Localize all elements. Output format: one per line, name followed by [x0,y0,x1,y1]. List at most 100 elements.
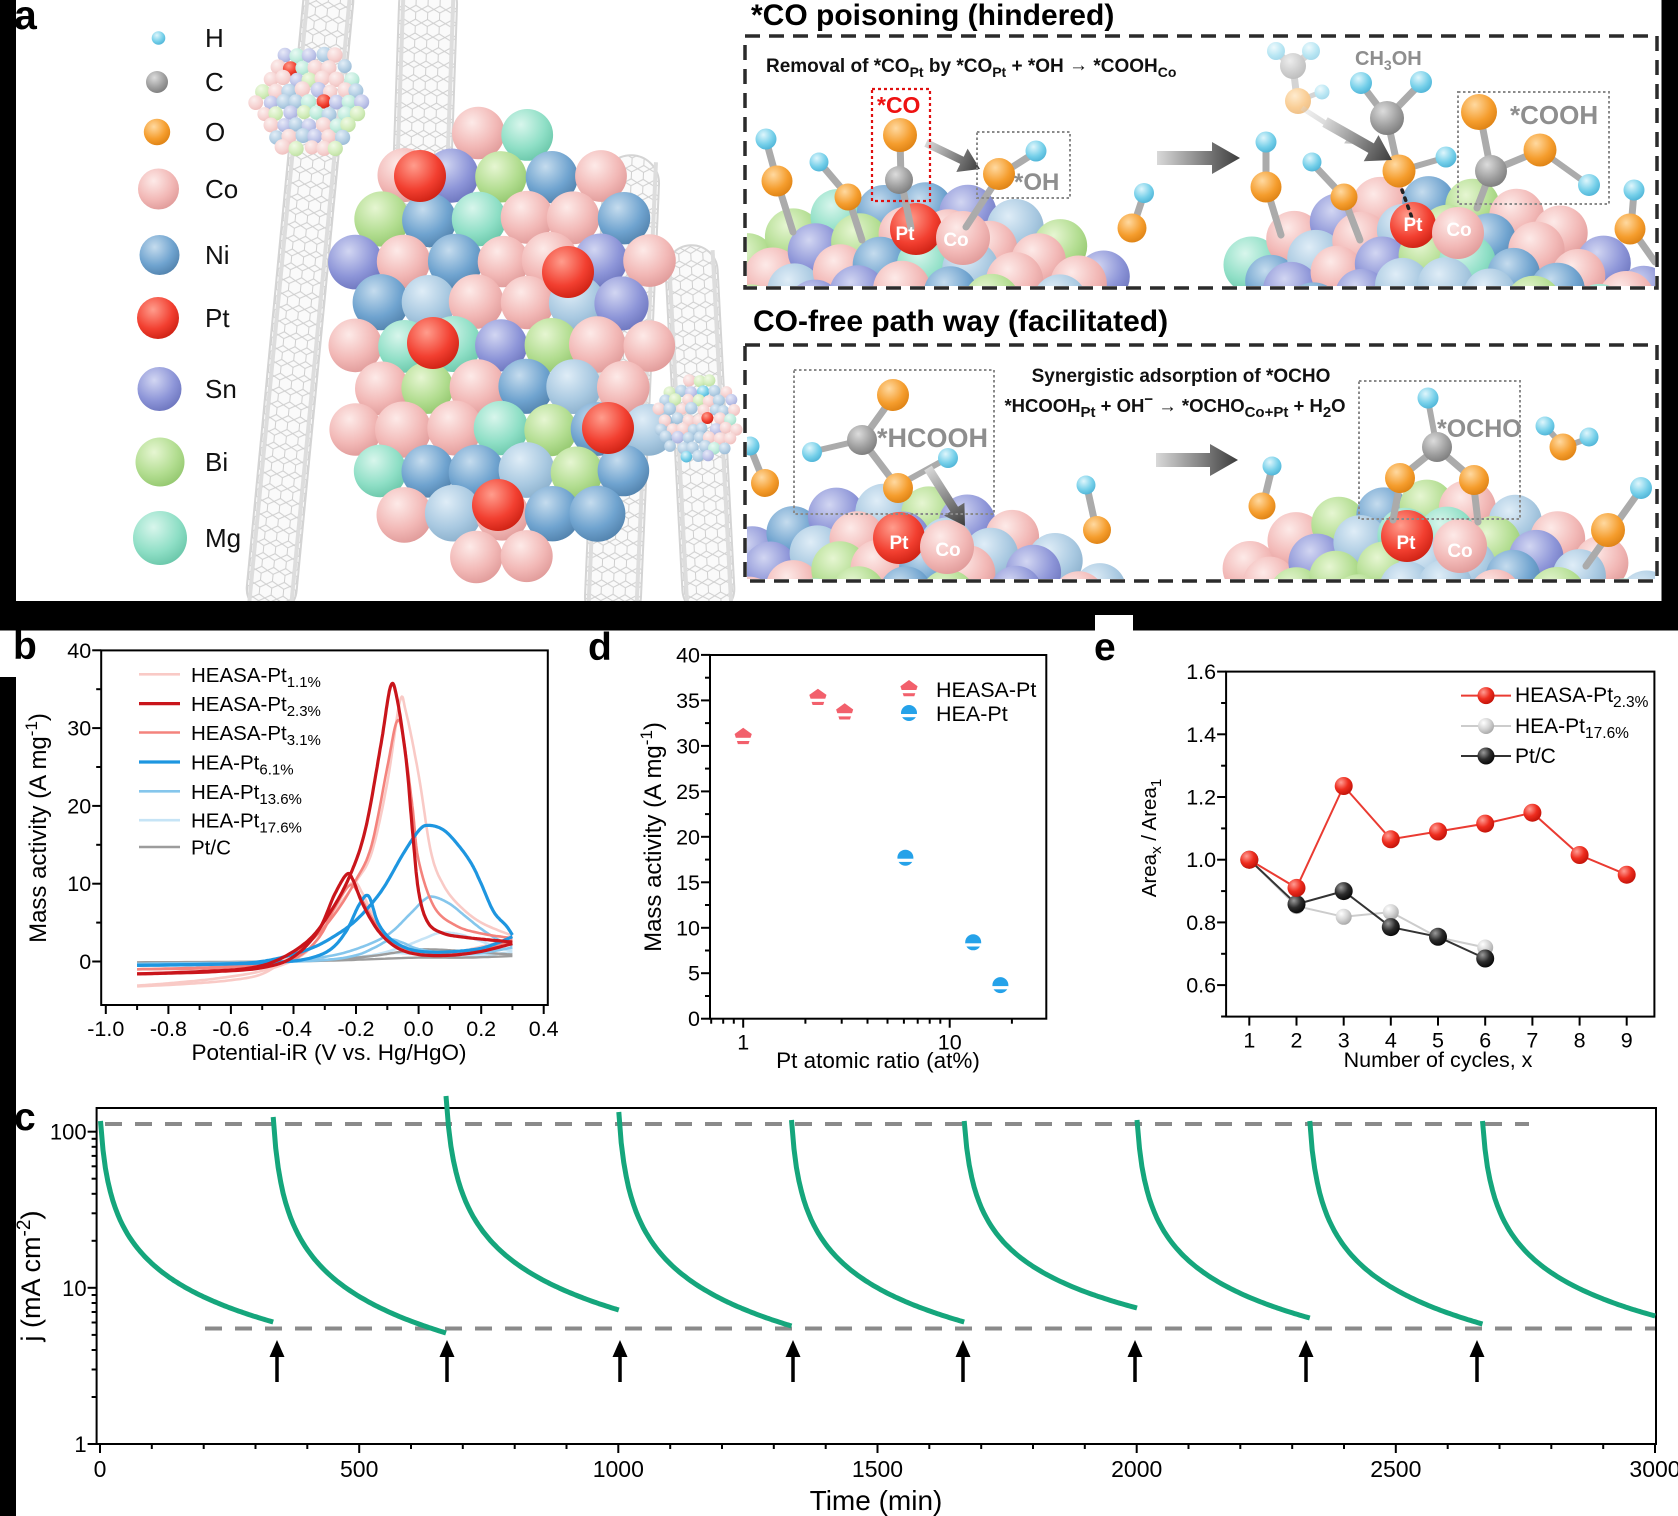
svg-text:CH3OH: CH3OH [1355,48,1422,73]
svg-text:10: 10 [676,916,700,940]
svg-text:H: H [205,23,224,53]
svg-text:9: 9 [1621,1029,1633,1053]
svg-text:Mg: Mg [205,523,241,553]
svg-text:Mass activity (A mg-1): Mass activity (A mg-1) [22,713,52,943]
svg-text:35: 35 [676,689,700,713]
svg-text:CO-free path way (facilitated): CO-free path way (facilitated) [753,305,1168,338]
svg-text:-0.4: -0.4 [275,1017,312,1041]
svg-text:2500: 2500 [1370,1456,1421,1482]
svg-text:8: 8 [1574,1029,1586,1053]
svg-text:Synergistic adsorption of *OCH: Synergistic adsorption of *OCHO [1032,366,1331,387]
svg-text:b: b [13,625,37,668]
svg-text:Pt: Pt [896,224,916,245]
svg-text:2000: 2000 [1111,1456,1162,1482]
svg-text:10: 10 [938,1031,962,1055]
svg-text:a: a [14,0,38,38]
svg-text:6: 6 [1479,1029,1491,1053]
svg-text:O: O [205,117,225,147]
svg-text:*HCOOH: *HCOOH [877,423,988,453]
svg-text:Co: Co [1446,220,1471,241]
svg-text:Pt atomic ratio (at%): Pt atomic ratio (at%) [776,1048,980,1073]
svg-text:0: 0 [79,950,91,974]
svg-text:Co: Co [205,174,238,204]
svg-text:0.8: 0.8 [1186,911,1216,935]
svg-text:3: 3 [1338,1029,1350,1053]
svg-text:1500: 1500 [852,1456,903,1482]
svg-text:4: 4 [1385,1029,1397,1053]
svg-text:0: 0 [688,1007,700,1031]
svg-text:1.2: 1.2 [1186,786,1216,810]
svg-text:Bi: Bi [205,447,228,477]
svg-text:Pt: Pt [890,533,910,554]
svg-text:20: 20 [676,825,700,849]
svg-text:Potential-iR (V vs. Hg/HgO): Potential-iR (V vs. Hg/HgO) [191,1040,466,1065]
svg-text:1: 1 [74,1432,86,1457]
svg-text:HEA-Pt: HEA-Pt [936,702,1008,726]
svg-text:d: d [588,626,612,669]
svg-text:40: 40 [67,639,91,663]
svg-text:*COOH: *COOH [1510,100,1598,130]
svg-text:1.6: 1.6 [1186,660,1216,684]
svg-text:*HCOOHPt + OH− → *OCHOCo+Pt +: *HCOOHPt + OH− → *OCHOCo+Pt + H2O [1004,391,1345,421]
svg-text:2: 2 [1291,1029,1303,1053]
svg-text:15: 15 [676,871,700,895]
svg-text:Pt: Pt [1397,533,1417,554]
svg-text:-0.6: -0.6 [212,1017,249,1041]
svg-text:1.4: 1.4 [1186,723,1216,747]
svg-text:20: 20 [67,794,91,818]
svg-text:HEASA-Pt: HEASA-Pt [936,678,1036,702]
svg-text:Removal of *COPt by *COPt + *O: Removal of *COPt by *COPt + *OH → *COOHC… [766,55,1176,80]
svg-text:0.6: 0.6 [1186,974,1216,998]
svg-text:HEA-Pt6.1%: HEA-Pt6.1% [191,752,294,779]
svg-text:3000: 3000 [1629,1456,1678,1482]
svg-text:-0.8: -0.8 [150,1017,187,1041]
svg-text:*CO poisoning (hindered): *CO poisoning (hindered) [751,0,1114,32]
svg-text:30: 30 [67,717,91,741]
svg-text:1000: 1000 [593,1456,644,1482]
svg-text:Pt/C: Pt/C [191,837,231,860]
svg-text:Ni: Ni [205,240,230,270]
svg-text:500: 500 [340,1456,378,1482]
svg-text:-1.0: -1.0 [87,1017,124,1041]
svg-text:HEASA-Pt3.1%: HEASA-Pt3.1% [191,722,321,749]
svg-text:10: 10 [67,872,91,896]
svg-text:*OH: *OH [1014,169,1059,196]
svg-text:HEA-Pt17.6%: HEA-Pt17.6% [191,810,302,837]
svg-text:HEASA-Pt1.1%: HEASA-Pt1.1% [191,664,321,691]
svg-text:30: 30 [676,734,700,758]
svg-text:Co: Co [943,230,968,251]
svg-text:Sn: Sn [205,374,237,404]
svg-text:Areax / Area1: Areax / Area1 [1138,779,1165,897]
svg-text:-0.2: -0.2 [337,1017,374,1041]
svg-text:*CO: *CO [877,92,920,118]
svg-text:5: 5 [1432,1029,1444,1053]
svg-text:C: C [205,67,224,97]
svg-text:Co: Co [935,540,960,561]
svg-text:HEASA-Pt2.3%: HEASA-Pt2.3% [1515,684,1649,711]
svg-text:1: 1 [737,1031,749,1055]
svg-text:c: c [14,1096,36,1139]
svg-text:Co: Co [1447,541,1472,562]
svg-text:HEA-Pt13.6%: HEA-Pt13.6% [191,781,302,808]
svg-text:0: 0 [94,1456,107,1482]
svg-text:7: 7 [1526,1029,1538,1053]
svg-text:40: 40 [676,643,700,667]
svg-text:*OCHO: *OCHO [1437,415,1522,443]
svg-text:5: 5 [688,962,700,986]
svg-text:Pt/C: Pt/C [1515,745,1556,768]
svg-text:Pt: Pt [205,303,230,333]
svg-text:HEASA-Pt2.3%: HEASA-Pt2.3% [191,693,321,720]
svg-text:Number of cycles, x: Number of cycles, x [1344,1048,1533,1072]
svg-text:HEA-Pt17.6%: HEA-Pt17.6% [1515,715,1629,742]
svg-text:e: e [1094,626,1116,669]
svg-text:Time (min): Time (min) [810,1485,943,1516]
svg-text:10: 10 [62,1276,86,1301]
svg-text:1: 1 [1243,1029,1255,1053]
svg-text:100: 100 [50,1120,87,1145]
svg-text:Pt: Pt [1404,215,1424,236]
svg-text:1.0: 1.0 [1186,848,1216,872]
svg-text:Mass activity (A mg-1): Mass activity (A mg-1) [637,722,667,952]
svg-text:25: 25 [676,780,700,804]
svg-text:0.0: 0.0 [404,1017,434,1041]
svg-text:0.2: 0.2 [466,1017,496,1041]
